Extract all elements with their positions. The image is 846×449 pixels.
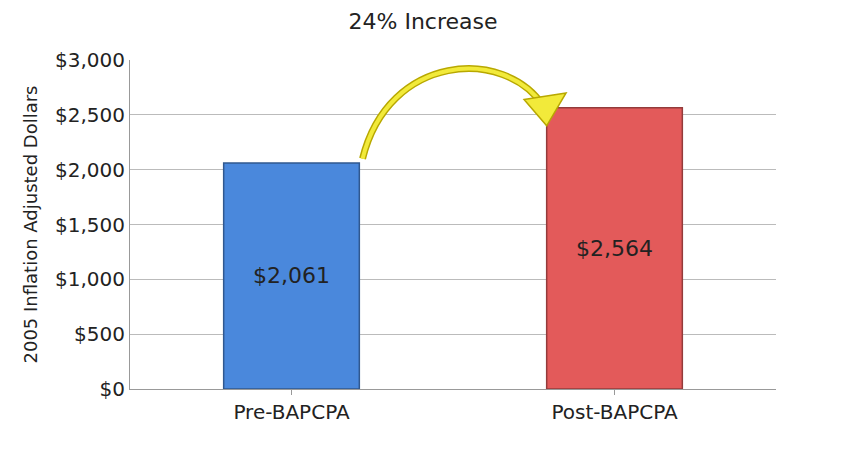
svg-text:$0: $0 (100, 377, 125, 401)
svg-text:Post-BAPCPA: Post-BAPCPA (551, 400, 678, 424)
svg-text:$1,500: $1,500 (55, 213, 125, 237)
svg-text:$2,000: $2,000 (55, 158, 125, 182)
svg-text:$1,000: $1,000 (55, 267, 125, 291)
svg-text:$2,564: $2,564 (576, 236, 653, 261)
svg-text:2005 Inflation Adjusted Dollar: 2005 Inflation Adjusted Dollars (20, 86, 41, 364)
svg-text:$2,061: $2,061 (253, 263, 330, 288)
svg-text:$3,000: $3,000 (55, 48, 125, 72)
svg-text:$500: $500 (74, 322, 125, 346)
svg-text:24% Increase: 24% Increase (349, 9, 498, 34)
svg-text:$2,500: $2,500 (55, 103, 125, 127)
svg-text:Pre-BAPCPA: Pre-BAPCPA (233, 400, 350, 424)
